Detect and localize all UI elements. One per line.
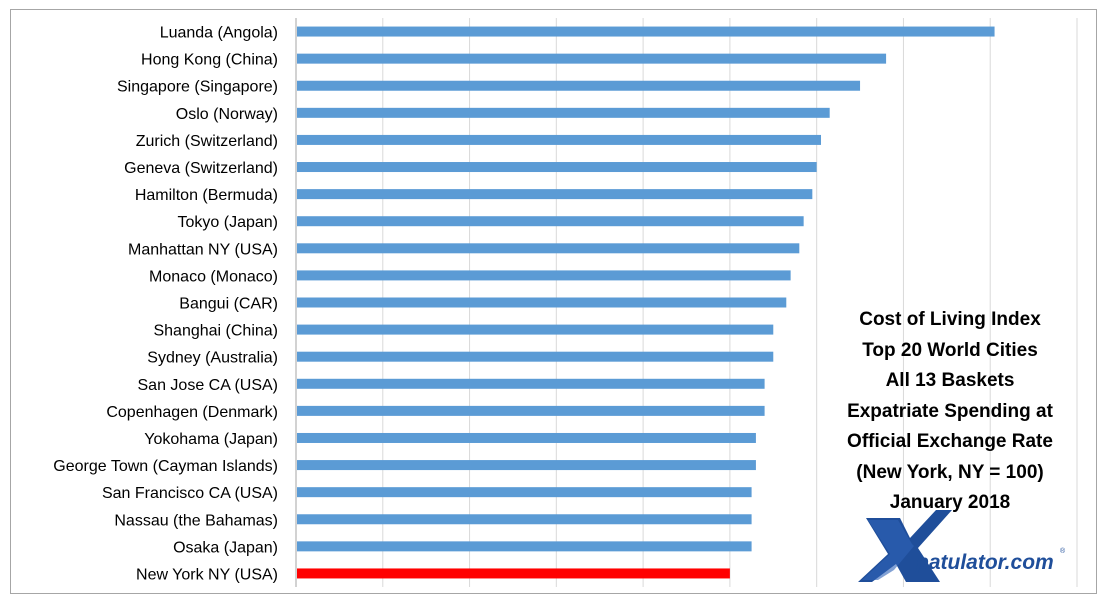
category-label: Hamilton (Bermuda) — [135, 187, 278, 204]
category-label: Hong Kong (China) — [141, 52, 278, 69]
bar — [297, 26, 995, 37]
category-label: San Jose CA (USA) — [138, 377, 279, 394]
title-line-3: All 13 Baskets — [885, 370, 1015, 391]
category-label: Geneva (Switzerland) — [124, 160, 278, 177]
title-line-7: January 2018 — [889, 492, 1011, 513]
title-line-2: Top 20 World Cities — [862, 339, 1038, 361]
chart-frame — [10, 9, 1097, 594]
logo-registered-mark: ® — [1060, 548, 1066, 555]
category-labels: Luanda (Angola) Hong Kong (China) Singapor… — [53, 25, 278, 584]
bar — [297, 460, 756, 471]
bar — [297, 432, 756, 443]
category-label: George Town (Cayman Islands) — [53, 458, 278, 475]
bar — [297, 134, 822, 145]
title-line-4: Expatriate Spending at — [847, 400, 1053, 422]
category-label: Manhattan NY (USA) — [128, 241, 278, 258]
title-line-6: (New York, NY = 100) — [856, 461, 1044, 483]
bar — [297, 405, 765, 416]
bar — [297, 243, 800, 254]
category-label: Monaco (Monaco) — [149, 268, 278, 285]
bar — [297, 487, 752, 498]
category-label: Tokyo (Japan) — [178, 214, 279, 231]
logo-text: patulator.com — [916, 551, 1054, 574]
category-label: Yokohama (Japan) — [144, 431, 278, 448]
x-mark-icon — [858, 510, 952, 582]
bar — [297, 514, 752, 525]
chart-title: Cost of Living Index Top 20 World Cities… — [830, 305, 1070, 519]
bar — [297, 568, 730, 579]
category-label: San Francisco CA (USA) — [102, 485, 278, 502]
xpatulator-logo: patulator.com ® — [858, 510, 1073, 585]
bar — [297, 80, 861, 91]
category-label: Zurich (Switzerland) — [136, 133, 278, 150]
category-label: Sydney (Australia) — [147, 350, 278, 367]
bar — [297, 351, 774, 362]
bar — [297, 541, 752, 552]
bar — [297, 53, 887, 64]
title-line-1: Cost of Living Index — [859, 309, 1041, 330]
category-label: Shanghai (China) — [153, 323, 278, 340]
bar — [297, 216, 804, 227]
title-line-5: Official Exchange Rate — [847, 431, 1053, 452]
category-label: New York NY (USA) — [136, 566, 278, 583]
bar — [297, 189, 813, 200]
bar — [297, 162, 817, 173]
category-label: Copenhagen (Denmark) — [106, 404, 278, 421]
category-label: Osaka (Japan) — [173, 539, 278, 556]
bar — [297, 107, 830, 118]
bar — [297, 378, 765, 389]
category-label: Bangui (CAR) — [179, 296, 278, 313]
category-label: Oslo (Norway) — [176, 106, 278, 123]
bar — [297, 270, 791, 281]
bars — [297, 26, 995, 579]
category-label: Luanda (Angola) — [160, 25, 278, 42]
category-label: Nassau (the Bahamas) — [114, 512, 278, 529]
bar — [297, 297, 787, 308]
bar — [297, 324, 774, 335]
category-label: Singapore (Singapore) — [117, 79, 278, 96]
